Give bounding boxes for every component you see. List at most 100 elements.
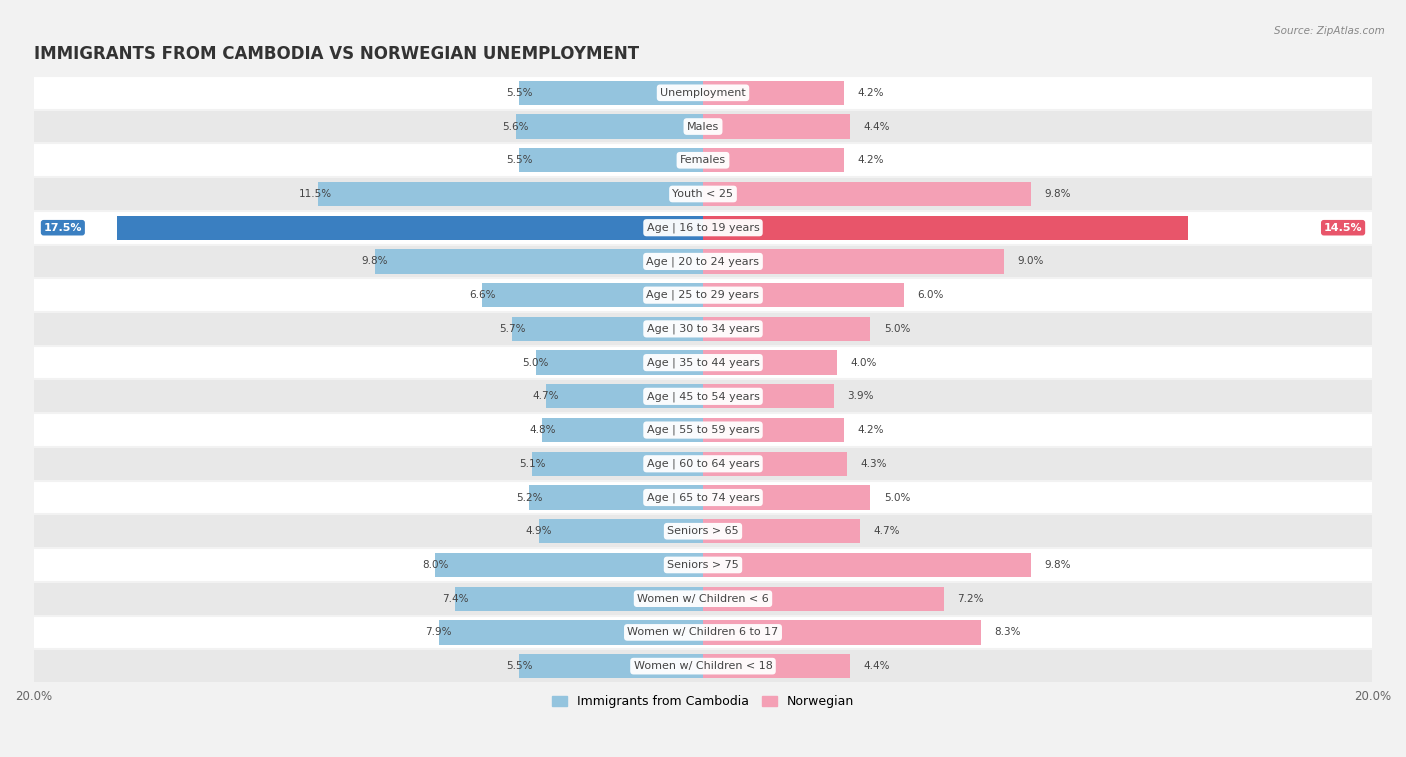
Bar bbox=[34, 76, 1372, 110]
Bar bbox=[34, 650, 1372, 683]
Bar bbox=[34, 143, 1372, 177]
Text: 4.4%: 4.4% bbox=[863, 122, 890, 132]
Bar bbox=[519, 148, 703, 173]
Bar bbox=[34, 177, 1372, 211]
Text: Women w/ Children < 18: Women w/ Children < 18 bbox=[634, 661, 772, 671]
Text: Females: Females bbox=[681, 155, 725, 165]
Legend: Immigrants from Cambodia, Norwegian: Immigrants from Cambodia, Norwegian bbox=[547, 690, 859, 713]
Text: 4.7%: 4.7% bbox=[873, 526, 900, 536]
Bar bbox=[703, 316, 870, 341]
Bar bbox=[703, 553, 1031, 577]
Text: 9.8%: 9.8% bbox=[361, 257, 388, 266]
Text: 4.3%: 4.3% bbox=[860, 459, 887, 469]
Bar bbox=[34, 211, 1372, 245]
Bar bbox=[703, 620, 981, 644]
Text: 5.5%: 5.5% bbox=[506, 661, 533, 671]
Text: 5.5%: 5.5% bbox=[506, 88, 533, 98]
Bar bbox=[482, 283, 703, 307]
Text: Women w/ Children < 6: Women w/ Children < 6 bbox=[637, 593, 769, 603]
Bar bbox=[375, 249, 703, 273]
Bar bbox=[34, 110, 1372, 143]
Text: 5.0%: 5.0% bbox=[523, 357, 548, 368]
Bar bbox=[34, 582, 1372, 615]
Text: 5.5%: 5.5% bbox=[506, 155, 533, 165]
Text: 11.5%: 11.5% bbox=[298, 189, 332, 199]
Text: 4.4%: 4.4% bbox=[863, 661, 890, 671]
Text: Age | 55 to 59 years: Age | 55 to 59 years bbox=[647, 425, 759, 435]
Bar bbox=[703, 114, 851, 139]
Bar bbox=[538, 519, 703, 544]
Bar bbox=[529, 485, 703, 509]
Text: IMMIGRANTS FROM CAMBODIA VS NORWEGIAN UNEMPLOYMENT: IMMIGRANTS FROM CAMBODIA VS NORWEGIAN UN… bbox=[34, 45, 638, 64]
Bar bbox=[533, 452, 703, 476]
Bar bbox=[703, 654, 851, 678]
Text: Women w/ Children 6 to 17: Women w/ Children 6 to 17 bbox=[627, 628, 779, 637]
Bar bbox=[703, 182, 1031, 206]
Text: 5.1%: 5.1% bbox=[519, 459, 546, 469]
Bar bbox=[703, 485, 870, 509]
Text: Unemployment: Unemployment bbox=[661, 88, 745, 98]
Text: Age | 60 to 64 years: Age | 60 to 64 years bbox=[647, 459, 759, 469]
Bar bbox=[34, 548, 1372, 582]
Text: 8.3%: 8.3% bbox=[994, 628, 1021, 637]
Bar bbox=[436, 553, 703, 577]
Text: 4.0%: 4.0% bbox=[851, 357, 877, 368]
Bar bbox=[34, 481, 1372, 514]
Bar bbox=[703, 519, 860, 544]
Text: 7.9%: 7.9% bbox=[426, 628, 451, 637]
Bar bbox=[318, 182, 703, 206]
Bar bbox=[34, 514, 1372, 548]
Text: Age | 65 to 74 years: Age | 65 to 74 years bbox=[647, 492, 759, 503]
Text: 17.5%: 17.5% bbox=[44, 223, 82, 232]
Text: 4.9%: 4.9% bbox=[526, 526, 553, 536]
Bar bbox=[34, 245, 1372, 279]
Text: 5.7%: 5.7% bbox=[499, 324, 526, 334]
Text: 4.8%: 4.8% bbox=[529, 425, 555, 435]
Bar bbox=[512, 316, 703, 341]
Bar bbox=[703, 418, 844, 442]
Text: 4.2%: 4.2% bbox=[858, 155, 883, 165]
Bar bbox=[703, 452, 846, 476]
Bar bbox=[117, 216, 703, 240]
Text: 9.8%: 9.8% bbox=[1045, 189, 1071, 199]
Bar bbox=[34, 346, 1372, 379]
Bar bbox=[546, 385, 703, 409]
Text: 3.9%: 3.9% bbox=[846, 391, 873, 401]
Text: Age | 45 to 54 years: Age | 45 to 54 years bbox=[647, 391, 759, 401]
Text: Males: Males bbox=[688, 122, 718, 132]
Text: Age | 20 to 24 years: Age | 20 to 24 years bbox=[647, 256, 759, 266]
Bar bbox=[34, 279, 1372, 312]
Text: 14.5%: 14.5% bbox=[1324, 223, 1362, 232]
Text: 5.2%: 5.2% bbox=[516, 493, 543, 503]
Text: 5.0%: 5.0% bbox=[884, 324, 910, 334]
Bar bbox=[703, 216, 1188, 240]
Bar bbox=[456, 587, 703, 611]
Text: 7.4%: 7.4% bbox=[443, 593, 468, 603]
Text: 6.6%: 6.6% bbox=[470, 290, 495, 301]
Text: Age | 25 to 29 years: Age | 25 to 29 years bbox=[647, 290, 759, 301]
Bar bbox=[34, 447, 1372, 481]
Text: Seniors > 65: Seniors > 65 bbox=[668, 526, 738, 536]
Bar bbox=[703, 587, 943, 611]
Text: 5.6%: 5.6% bbox=[502, 122, 529, 132]
Bar bbox=[703, 283, 904, 307]
Text: 4.2%: 4.2% bbox=[858, 88, 883, 98]
Bar bbox=[34, 379, 1372, 413]
Bar bbox=[536, 350, 703, 375]
Text: 8.0%: 8.0% bbox=[422, 560, 449, 570]
Text: 7.2%: 7.2% bbox=[957, 593, 984, 603]
Text: 9.0%: 9.0% bbox=[1018, 257, 1045, 266]
Text: Age | 35 to 44 years: Age | 35 to 44 years bbox=[647, 357, 759, 368]
Text: 4.7%: 4.7% bbox=[533, 391, 560, 401]
Bar bbox=[703, 385, 834, 409]
Bar bbox=[519, 81, 703, 105]
Bar bbox=[703, 249, 1004, 273]
Bar bbox=[439, 620, 703, 644]
Text: Seniors > 75: Seniors > 75 bbox=[666, 560, 740, 570]
Bar bbox=[516, 114, 703, 139]
Bar bbox=[519, 654, 703, 678]
Bar bbox=[703, 350, 837, 375]
Text: Age | 16 to 19 years: Age | 16 to 19 years bbox=[647, 223, 759, 233]
Text: Youth < 25: Youth < 25 bbox=[672, 189, 734, 199]
Text: 6.0%: 6.0% bbox=[917, 290, 943, 301]
